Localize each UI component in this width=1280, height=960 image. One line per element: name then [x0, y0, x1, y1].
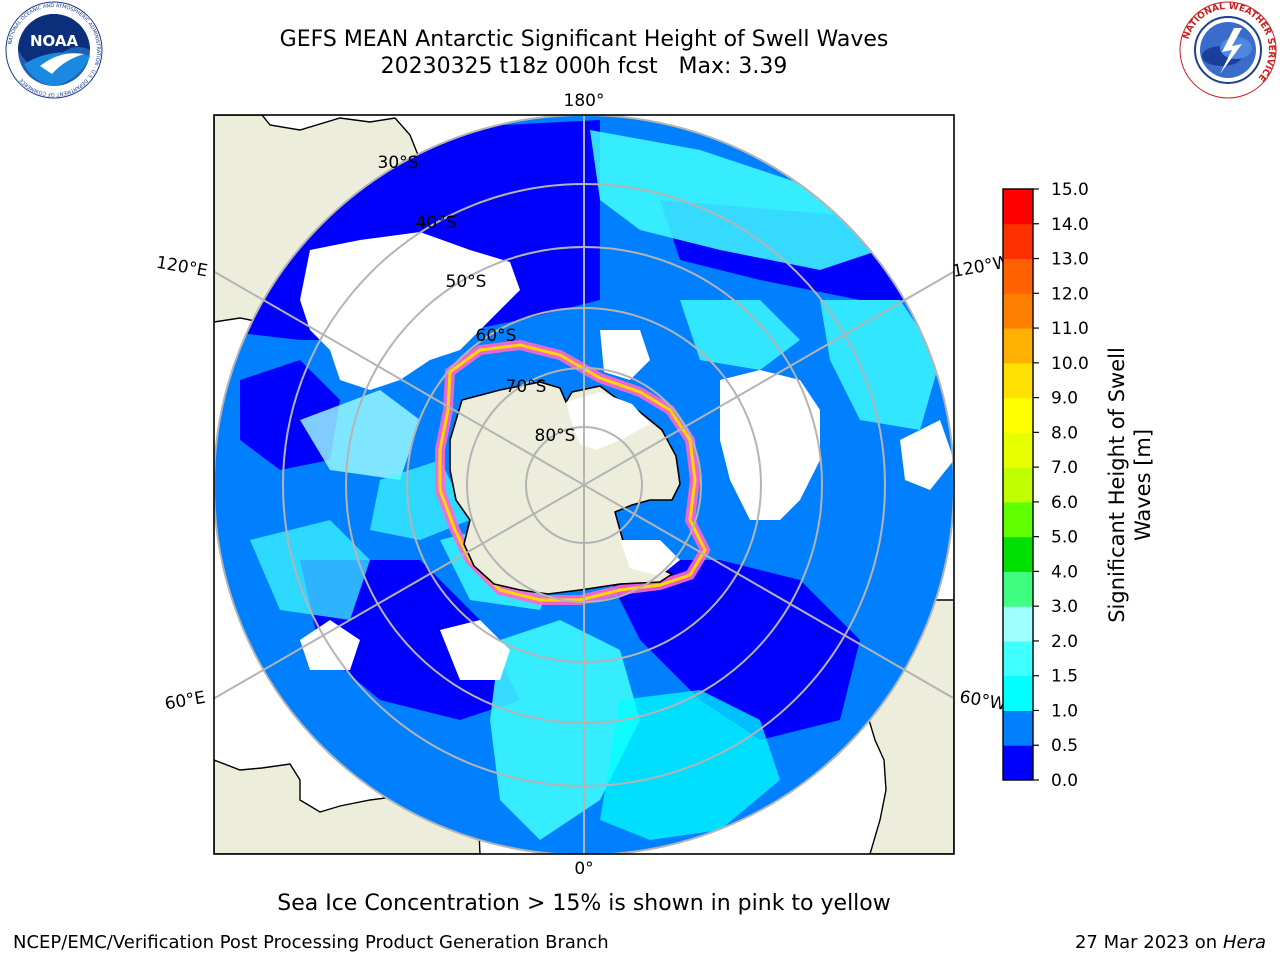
colorbar-tick-label: 10.0 — [1051, 354, 1089, 374]
colorbar-segment — [1003, 397, 1033, 433]
credit-date: 27 Mar 2023 on — [1074, 932, 1218, 953]
map-panel: 30°S 40°S 50°S 60°S 70°S 80°S — [214, 115, 954, 854]
colorbar-segment — [1003, 745, 1033, 781]
colorbar-tick-label: 0.0 — [1051, 771, 1078, 791]
lon-label-0: 0° — [574, 859, 593, 879]
colorbar-segment — [1003, 675, 1033, 711]
colorbar-tick-label: 1.5 — [1051, 667, 1078, 687]
lon-label-120e: 120°E — [155, 253, 209, 282]
lat-label-70: 70°S — [506, 377, 547, 397]
meridian-120e — [214, 270, 585, 486]
colorbar-segment — [1003, 362, 1033, 399]
latitude-labels: 30°S 40°S 50°S 60°S 70°S 80°S — [378, 153, 576, 446]
noaa-logo: NOAA NATIONAL OCEANIC AND ATMOSPHERIC AD… — [5, 1, 103, 99]
lon-label-60e: 60°E — [163, 688, 207, 715]
colorbar-segment — [1003, 710, 1033, 746]
colorbar-tick-label: 2.0 — [1051, 632, 1078, 652]
colorbar-segment — [1003, 536, 1033, 572]
colorbar-segment — [1003, 432, 1033, 468]
colorbar-tick-label: 8.0 — [1051, 423, 1078, 443]
ross-ice-shelf — [566, 392, 650, 450]
colorbar-tick-label: 1.0 — [1051, 701, 1078, 721]
lat-label-80: 80°S — [535, 426, 576, 446]
meridian-60w — [583, 484, 954, 700]
colorbar-tick-label: 11.0 — [1051, 319, 1089, 339]
colorbar-label-line2: Waves [m] — [1131, 429, 1155, 541]
colorbar-segment — [1003, 606, 1033, 642]
colorbar-segment — [1003, 571, 1033, 607]
colorbar-segment — [1003, 189, 1033, 225]
lat-label-30: 30°S — [378, 153, 419, 173]
chart-subtitle: 20230325 t18z 000h fcst Max: 3.39 — [380, 54, 788, 79]
sea-ice-note: Sea Ice Concentration > 15% is shown in … — [277, 891, 891, 916]
colorbar-segment — [1003, 328, 1033, 364]
lat-label-50: 50°S — [446, 272, 487, 292]
colorbar-label-line1: Significant Height of Swell — [1105, 347, 1129, 623]
weddell-ice — [620, 540, 680, 576]
lon-label-180: 180° — [564, 91, 605, 111]
graticule — [214, 115, 954, 854]
colorbar-tick-label: 9.0 — [1051, 389, 1078, 409]
colorbar-tick-label: 6.0 — [1051, 493, 1078, 513]
colorbar-segment — [1003, 501, 1033, 538]
meridian-60e — [214, 484, 585, 700]
lat-label-60: 60°S — [476, 326, 517, 346]
colorbar-tick-label: 14.0 — [1051, 215, 1089, 235]
colorbar-segment — [1003, 467, 1033, 503]
colorbar-label: Significant Height of Swell Waves [m] — [1105, 347, 1155, 623]
colorbar-segment — [1003, 223, 1033, 260]
colorbar-segment — [1003, 293, 1033, 329]
colorbar-segment — [1003, 640, 1033, 677]
chart-title: GEFS MEAN Antarctic Significant Height o… — [279, 27, 889, 52]
colorbar-tick-label: 4.0 — [1051, 562, 1078, 582]
colorbar-segment — [1003, 258, 1033, 294]
colorbar-tick-label: 13.0 — [1051, 250, 1089, 270]
colorbar-tick-label: 0.5 — [1051, 736, 1078, 756]
lat-label-40: 40°S — [416, 213, 457, 233]
colorbar-tick-label: 15.0 — [1051, 180, 1089, 200]
noaa-logo-text: NOAA — [30, 32, 79, 50]
nws-logo: NATIONAL WEATHER SERVICE — [1179, 1, 1277, 99]
credit-right: 27 Mar 2023 on Hera — [1075, 932, 1266, 954]
colorbar-tick-label: 12.0 — [1051, 284, 1089, 304]
lon-label-60w: 60°W — [958, 687, 1008, 715]
credit-left: NCEP/EMC/Verification Post Processing Pr… — [13, 932, 609, 953]
credit-host: Hera — [1222, 932, 1266, 953]
map-frame — [213, 114, 955, 855]
colorbar-tick-label: 7.0 — [1051, 458, 1078, 478]
meridian-120w — [583, 270, 954, 486]
colorbar-tick-label: 5.0 — [1051, 528, 1078, 548]
colorbar-frame — [1002, 188, 1034, 781]
colorbar-tick-label: 3.0 — [1051, 597, 1078, 617]
colorbar: 15.0 14.0 13.0 12.0 11.0 10.0 9.0 8.0 7.0 6.0 5.0 4… — [1002, 180, 1089, 791]
